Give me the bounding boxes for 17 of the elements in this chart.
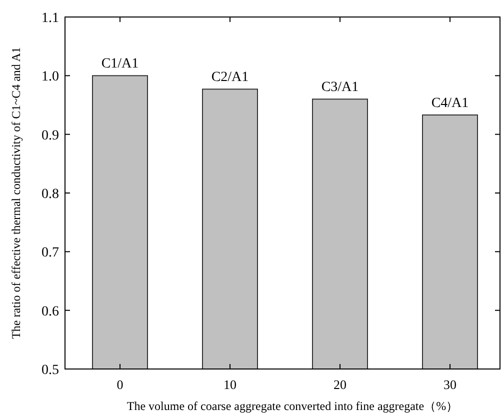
x-axis-title: The volume of coarse aggregate converted into fine aggregate（%） — [126, 399, 458, 413]
x-tick-label: 10 — [224, 377, 236, 392]
annotation: C4/A1 — [431, 96, 469, 111]
y-tick-label: 0.8 — [42, 187, 59, 202]
x-tick-label: 0 — [116, 377, 124, 392]
annotation: C1/A1 — [101, 56, 139, 72]
annotation: C2/A1 — [211, 70, 249, 86]
annotation: C3/A1 — [321, 80, 359, 96]
y-tick-label: 0.5 — [42, 363, 59, 378]
y-tick-label: 0.6 — [42, 304, 59, 320]
x-tick-label: 20 — [334, 377, 346, 392]
y-tick-label: 0.7 — [42, 246, 59, 261]
x-tick-label: 30 — [444, 377, 456, 392]
y-tick-label: 0.9 — [42, 128, 59, 144]
y-tick-label: 1.0 — [42, 70, 59, 85]
y-tick-label: 1.1 — [42, 11, 59, 26]
y-axis-title: The ratio of effective thermal conductivity of C1~C4 and A1 — [9, 47, 23, 339]
